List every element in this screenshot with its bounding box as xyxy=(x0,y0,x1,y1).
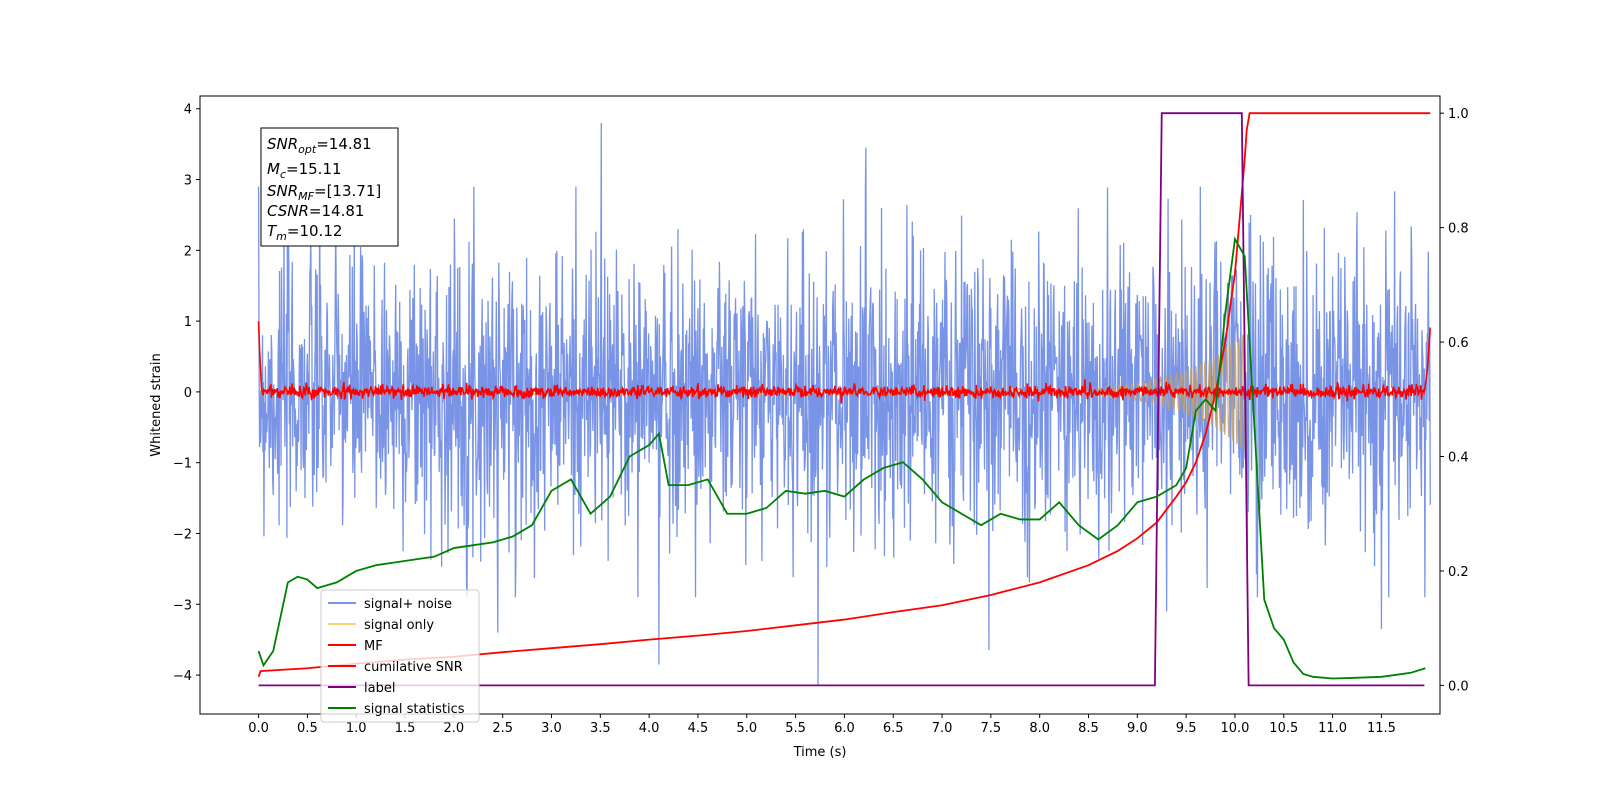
x-tick-label: 5.0 xyxy=(736,721,757,736)
y-tick-label: 3 xyxy=(184,174,192,189)
annotation-csnr: CSNR=14.81 xyxy=(267,202,364,220)
legend-entry-signal-statistics: signal statistics xyxy=(328,702,465,717)
y-axis-left: 4 3 2 1 0 −1 −2 −3 −4 xyxy=(173,103,200,684)
y-axis-label: Whitened strain xyxy=(149,353,164,456)
y-tick-label: −1 xyxy=(173,457,192,472)
annotation-snr-opt: SNRopt=14.81 xyxy=(267,135,372,156)
x-tick-label: 10.5 xyxy=(1269,721,1298,736)
svg-text:signal statistics: signal statistics xyxy=(364,702,465,717)
annotation-mc: Mc=15.11 xyxy=(267,160,342,181)
y-tick-label: −4 xyxy=(173,669,192,684)
x-tick-label: 0.0 xyxy=(248,721,269,736)
y-tick-label: 4 xyxy=(184,103,192,118)
y-right-tick-label: 0.4 xyxy=(1448,451,1469,466)
y-tick-label: 2 xyxy=(184,244,192,259)
annotation-snr-mf: SNRMF=[13.71] xyxy=(267,182,381,203)
x-tick-label: 8.0 xyxy=(1029,721,1050,736)
annotation-tm: Tm=10.12 xyxy=(267,222,342,243)
svg-text:signal only: signal only xyxy=(364,618,434,633)
legend-entry-mf: MF xyxy=(328,639,383,654)
x-tick-label: 9.0 xyxy=(1127,721,1148,736)
x-tick-label: 3.0 xyxy=(541,721,562,736)
x-tick-label: 9.5 xyxy=(1176,721,1197,736)
x-tick-label: 6.5 xyxy=(883,721,904,736)
x-tick-label: 6.0 xyxy=(834,721,855,736)
legend-entry-cumulative-snr: cumilative SNR xyxy=(328,660,463,675)
x-tick-label: 2.5 xyxy=(492,721,513,736)
y-right-tick-label: 0.0 xyxy=(1448,679,1469,694)
plot-frame xyxy=(199,95,1441,715)
y-tick-label: 1 xyxy=(184,315,192,330)
y-right-tick-label: 1.0 xyxy=(1448,107,1469,122)
x-tick-label: 1.0 xyxy=(346,721,367,736)
x-tick-label: 5.5 xyxy=(785,721,806,736)
legend-entry-label: label xyxy=(328,681,395,696)
x-tick-label: 11.5 xyxy=(1367,721,1396,736)
legend-frame xyxy=(320,589,480,723)
y-right-tick-label: 0.2 xyxy=(1448,565,1469,580)
x-tick-label: 4.5 xyxy=(688,721,709,736)
x-tick-label: 8.5 xyxy=(1078,721,1099,736)
series-label xyxy=(258,112,1425,687)
x-tick-label: 2.0 xyxy=(444,721,465,736)
annotation-box: SNRopt=14.81 Mc=15.11 SNRMF=[13.71] CSNR… xyxy=(260,127,399,247)
x-tick-label: 1.5 xyxy=(395,721,416,736)
y-right-tick-label: 0.6 xyxy=(1448,336,1469,351)
x-tick-label: 7.5 xyxy=(981,721,1002,736)
x-axis-label: Time (s) xyxy=(793,745,847,760)
x-tick-label: 10.0 xyxy=(1220,721,1249,736)
x-tick-label: 7.0 xyxy=(932,721,953,736)
y-tick-label: −3 xyxy=(173,598,192,613)
legend-entry-signal-noise: signal+ noise xyxy=(328,597,452,612)
x-axis: 0.0 0.5 1.0 1.5 2.0 2.5 3.0 3.5 4.0 4.5 5.0 5.5 6.0 6… xyxy=(248,714,1396,736)
svg-text:cumilative SNR: cumilative SNR xyxy=(364,660,463,675)
y-axis-right: 1.0 0.8 0.6 0.4 0.2 0.0 xyxy=(1440,107,1469,694)
legend: signal+ noise signal only MF cumilative … xyxy=(320,589,480,723)
x-tick-label: 4.0 xyxy=(639,721,660,736)
series-mf xyxy=(257,321,1432,404)
svg-text:signal+ noise: signal+ noise xyxy=(364,597,452,612)
y-right-tick-label: 0.8 xyxy=(1448,222,1469,237)
svg-text:label: label xyxy=(364,681,395,696)
x-tick-label: 11.0 xyxy=(1318,721,1347,736)
svg-text:MF: MF xyxy=(364,639,383,654)
series-signal-noise xyxy=(257,122,1431,686)
x-tick-label: 0.5 xyxy=(297,721,318,736)
y-tick-label: 0 xyxy=(184,386,192,401)
x-tick-label: 3.5 xyxy=(590,721,611,736)
y-tick-label: −2 xyxy=(173,527,192,542)
legend-entry-signal-only: signal only xyxy=(328,618,434,633)
series-signal-statistics xyxy=(257,236,1426,680)
